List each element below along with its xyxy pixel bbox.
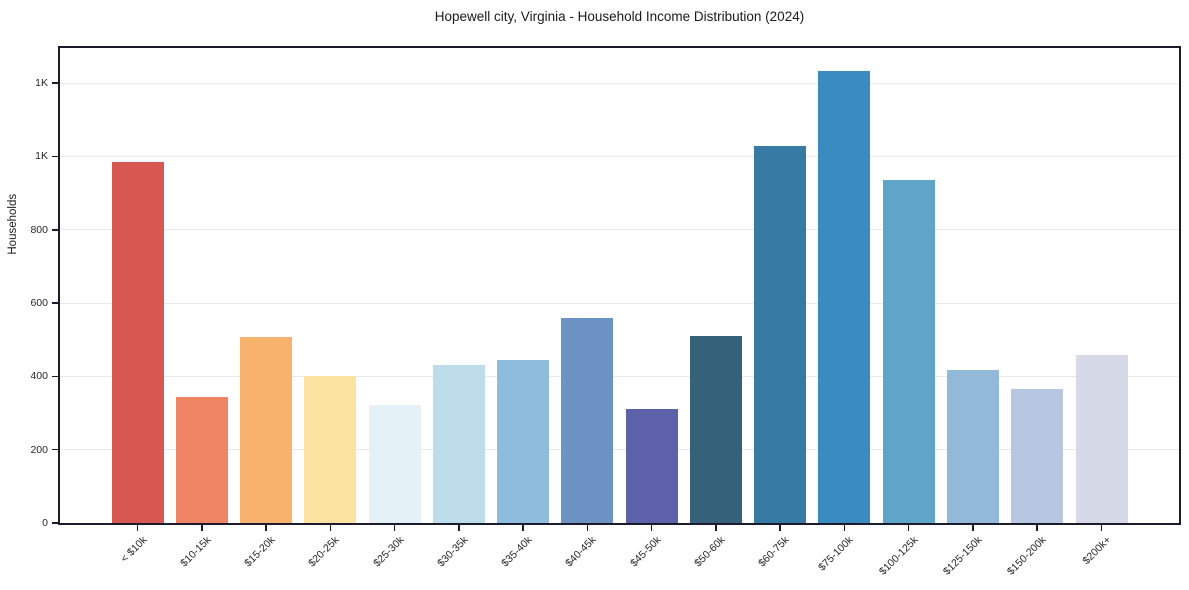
y-axis-tick bbox=[52, 522, 58, 524]
y-axis-tick bbox=[52, 155, 58, 158]
gridline bbox=[60, 302, 1179, 304]
bar-$35-40k bbox=[497, 359, 550, 523]
x-axis-tick bbox=[972, 525, 974, 531]
y-tick-label: 0 bbox=[42, 517, 48, 529]
gridline bbox=[60, 449, 1179, 451]
bar-< $10k bbox=[111, 162, 164, 523]
y-axis-tick bbox=[52, 302, 58, 304]
x-axis-tick bbox=[393, 525, 396, 531]
x-axis-tick bbox=[779, 525, 781, 531]
y-axis-tick bbox=[52, 82, 58, 84]
bar-$125-150k bbox=[946, 370, 999, 523]
bar-$75-100k bbox=[818, 71, 871, 523]
gridline bbox=[60, 82, 1179, 84]
x-axis-tick bbox=[650, 525, 653, 531]
x-axis-tick bbox=[586, 525, 589, 531]
x-axis-tick bbox=[1100, 525, 1103, 531]
x-axis-tick bbox=[458, 525, 460, 531]
y-tick-label: 800 bbox=[30, 223, 48, 236]
y-tick-label: 1K bbox=[35, 150, 48, 163]
x-axis-tick bbox=[715, 525, 717, 531]
bar-$15-20k bbox=[240, 336, 293, 523]
y-tick-label: 1K bbox=[35, 77, 48, 90]
x-axis-tick bbox=[136, 525, 139, 531]
y-tick-label: 600 bbox=[30, 297, 48, 310]
bar-$60-75k bbox=[754, 145, 807, 523]
gridline bbox=[60, 156, 1179, 157]
y-axis-tick bbox=[52, 448, 58, 451]
x-axis-tick bbox=[522, 525, 524, 531]
bar-$30-35k bbox=[432, 364, 485, 523]
bar-$20-25k bbox=[304, 376, 357, 523]
bar-$100-125k bbox=[882, 180, 935, 523]
y-axis-tick bbox=[52, 375, 58, 378]
x-axis-tick bbox=[1036, 525, 1038, 531]
bar-$40-45k bbox=[561, 317, 614, 523]
x-tick-label: < $10k bbox=[117, 534, 149, 565]
x-axis-tick bbox=[329, 525, 332, 531]
bar-$10-15k bbox=[175, 396, 228, 523]
x-axis-tick bbox=[907, 525, 910, 531]
bar-$45-50k bbox=[625, 409, 678, 523]
gridline bbox=[60, 229, 1179, 231]
x-axis-tick bbox=[843, 525, 846, 531]
bar-$200k+ bbox=[1075, 355, 1128, 523]
y-axis-tick bbox=[52, 229, 58, 231]
y-tick-label: 400 bbox=[30, 370, 48, 383]
y-tick-label: 200 bbox=[30, 443, 48, 456]
plot-area bbox=[58, 46, 1181, 525]
x-axis-tick bbox=[201, 525, 203, 531]
bar-$150-200k bbox=[1011, 389, 1064, 523]
bar-$25-30k bbox=[368, 404, 421, 523]
chart-title: Hopewell city, Virginia - Household Inco… bbox=[434, 9, 805, 24]
gridline bbox=[60, 375, 1179, 377]
bar-$50-60k bbox=[689, 336, 742, 523]
x-axis-tick bbox=[265, 525, 267, 531]
